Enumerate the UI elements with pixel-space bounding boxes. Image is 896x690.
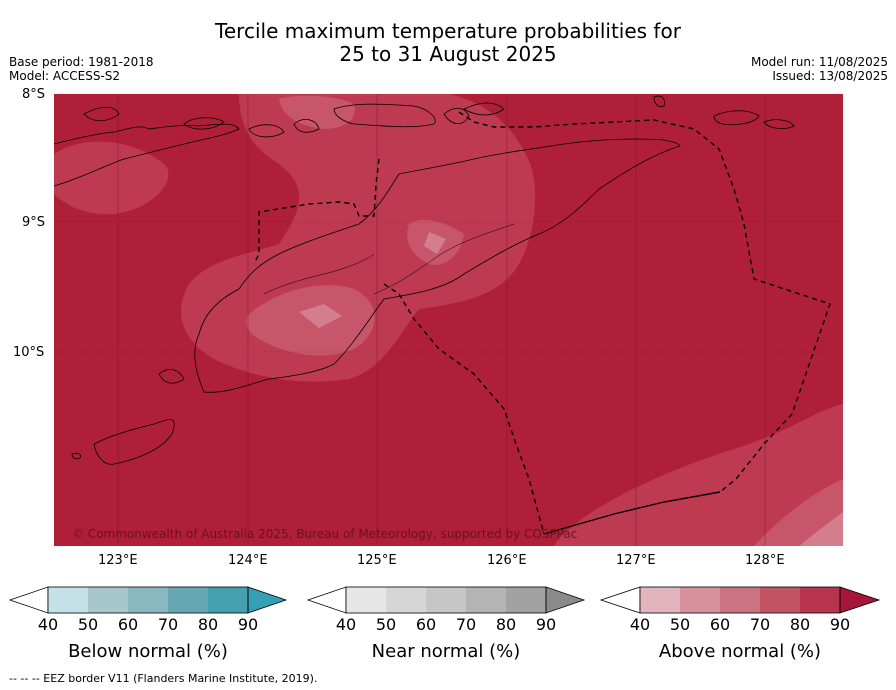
- contour-60: [299, 232, 843, 546]
- lat-label-8s: 8°S: [22, 87, 46, 102]
- colorbar-below-segment: [48, 587, 88, 613]
- lon-label-126e: 126°E: [487, 553, 527, 568]
- colorbar-below-tick: 80: [198, 615, 218, 634]
- model-text: Model: ACCESS-S2: [9, 69, 121, 83]
- colorbar-above-title: Above normal (%): [659, 641, 821, 662]
- colorbar-near-tick: 80: [496, 615, 516, 634]
- colorbar-near-tick: 60: [416, 615, 436, 634]
- colorbar-near-segment: [506, 587, 546, 613]
- colorbar-above-outline: [639, 586, 841, 614]
- colorbar-below-title: Below normal (%): [68, 641, 228, 662]
- colorbar-above: 40 50 60 70 80 90 Above normal (%): [599, 586, 881, 662]
- colorbar-above-tick: 90: [830, 615, 850, 634]
- eez-legend-note: -- -- -- EEZ border V11 (Flanders Marine…: [9, 672, 318, 685]
- colorbar-above-segment: [680, 587, 720, 613]
- colorbar-near-segment: [386, 587, 426, 613]
- colorbar-near-tick: 40: [336, 615, 356, 634]
- colorbar-below-tick: 90: [238, 615, 258, 634]
- lon-label-124e: 124°E: [228, 553, 268, 568]
- chart-title-line1: Tercile maximum temperature probabilitie…: [215, 19, 681, 43]
- colorbar-above-tick: 80: [790, 615, 810, 634]
- colorbar-below-tick: 50: [78, 615, 98, 634]
- colorbar-below-tick: 40: [38, 615, 58, 634]
- colorbar-below: 40 50 60 70 80 90 Below normal (%): [8, 586, 288, 662]
- graticule: [54, 94, 843, 546]
- forecast-map: © Commonwealth of Australia 2025, Bureau…: [54, 94, 843, 546]
- lon-label-123e: 123°E: [98, 553, 138, 568]
- colorbar-near-segment: [346, 587, 386, 613]
- colorbar-above-segment: [800, 587, 840, 613]
- colorbar-near: 40 50 60 70 80 90 Near normal (%): [306, 586, 586, 662]
- timor-island-outline: [194, 138, 681, 393]
- colorbar-above-tick: 60: [710, 615, 730, 634]
- colorbar-above-low-arrow: [599, 586, 641, 614]
- colorbar-near-outline: [345, 586, 547, 614]
- colorbar-near-low-arrow: [306, 586, 347, 614]
- colorbar-below-low-arrow: [8, 586, 49, 614]
- colorbar-above-tick: 40: [630, 615, 650, 634]
- colorbar-above-segment: [640, 587, 680, 613]
- map-copyright: © Commonwealth of Australia 2025, Bureau…: [72, 527, 577, 541]
- colorbar-above-tick: 70: [750, 615, 770, 634]
- colorbar-below-segment: [128, 587, 168, 613]
- colorbar-below-segment: [88, 587, 128, 613]
- colorbar-near-segment: [466, 587, 506, 613]
- lat-label-9s: 9°S: [22, 215, 46, 230]
- lon-label-125e: 125°E: [357, 553, 397, 568]
- lat-label-10s: 10°S: [13, 345, 45, 360]
- coastlines: [54, 95, 795, 465]
- colorbar-above-tick: 50: [670, 615, 690, 634]
- colorbar-near-tick: 70: [456, 615, 476, 634]
- colorbar-near-high-arrow: [545, 586, 586, 614]
- chart-title-line2: 25 to 31 August 2025: [339, 42, 557, 66]
- colorbar-below-segment: [168, 587, 208, 613]
- base-period-text: Base period: 1981-2018: [9, 55, 154, 69]
- colorbar-below-tick: 60: [118, 615, 138, 634]
- colorbar-below-outline: [47, 586, 249, 614]
- colorbar-above-high-arrow: [839, 586, 881, 614]
- model-run-text: Model run: 11/08/2025: [750, 55, 888, 69]
- colorbar-below-segment: [208, 587, 248, 613]
- colorbars: 40 50 60 70 80 90 Below normal (%) 40 50 60 70 80 90…: [8, 586, 881, 662]
- lon-label-128e: 128°E: [745, 553, 785, 568]
- colorbar-near-tick: 50: [376, 615, 396, 634]
- issued-text: Issued: 13/08/2025: [772, 69, 888, 83]
- colorbar-above-segment: [760, 587, 800, 613]
- colorbar-above-segment: [720, 587, 760, 613]
- colorbar-near-tick: 90: [536, 615, 556, 634]
- colorbar-near-title: Near normal (%): [372, 641, 521, 662]
- colorbar-near-segment: [426, 587, 466, 613]
- colorbar-below-tick: 70: [158, 615, 178, 634]
- eez-borders: [253, 111, 831, 535]
- lon-label-127e: 127°E: [616, 553, 656, 568]
- colorbar-below-high-arrow: [247, 586, 288, 614]
